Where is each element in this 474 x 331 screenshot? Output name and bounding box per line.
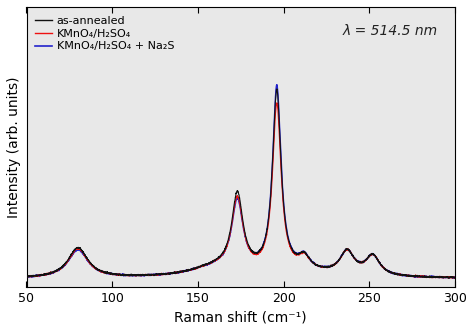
Y-axis label: Intensity (arb. units): Intensity (arb. units) xyxy=(7,76,21,217)
Legend: as-annealed, KMnO₄/H₂SO₄, KMnO₄/H₂SO₄ + Na₂S: as-annealed, KMnO₄/H₂SO₄, KMnO₄/H₂SO₄ + … xyxy=(32,13,177,55)
Text: λ = 514.5 nm: λ = 514.5 nm xyxy=(343,24,438,38)
X-axis label: Raman shift (cm⁻¹): Raman shift (cm⁻¹) xyxy=(174,310,307,324)
